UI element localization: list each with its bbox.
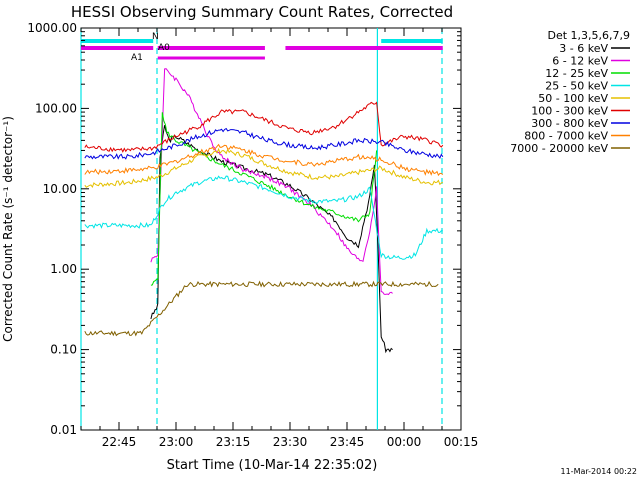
series-line <box>84 280 439 337</box>
legend-label: 300 - 800 keV <box>531 117 608 130</box>
attenuator-dot <box>197 46 201 50</box>
series-line <box>84 147 443 189</box>
instrument-state-layer: N A1 A0 <box>80 28 443 430</box>
legend-label: 50 - 100 keV <box>538 92 608 105</box>
series-line <box>84 143 444 177</box>
state-label: A0 <box>158 43 170 53</box>
y-tick-label: 0.01 <box>50 423 77 437</box>
x-axis-label: Start Time (10-Mar-14 22:35:02) <box>167 458 378 473</box>
state-label: N <box>152 32 159 42</box>
x-tick-label: 22:45 <box>102 435 137 449</box>
legend-label: 12 - 25 keV <box>545 67 608 80</box>
series-line <box>84 175 443 260</box>
y-tick-label: 100.00 <box>35 101 77 115</box>
x-tick-label: 23:00 <box>159 435 194 449</box>
series-layer <box>84 68 444 354</box>
y-axis: 0.01 0.10 1.00 10.00 100.00 1000.00 <box>27 21 461 437</box>
y-tick-label: 10.00 <box>43 182 77 196</box>
state-label: A1 <box>131 53 143 63</box>
y-tick-label: 0.10 <box>50 343 77 357</box>
legend-label: 100 - 300 keV <box>531 105 608 118</box>
y-tick-label: 1000.00 <box>27 21 77 35</box>
legend-label: 25 - 50 keV <box>545 80 608 93</box>
x-tick-label: 23:30 <box>273 435 308 449</box>
timestamp: 11-Mar-2014 00:22 <box>561 467 638 476</box>
series-line <box>150 112 378 286</box>
plot-area <box>80 27 462 431</box>
series-line <box>150 68 393 296</box>
series-line <box>84 127 444 160</box>
x-axis: 22:45 23:00 23:15 23:30 23:45 00:00 00:15 <box>80 28 479 449</box>
x-tick-label: 23:45 <box>330 435 365 449</box>
series-line <box>150 125 393 354</box>
chart-title: HESSI Observing Summary Count Rates, Cor… <box>71 3 453 21</box>
series-line <box>84 101 444 153</box>
x-tick-label: 23:15 <box>216 435 251 449</box>
legend-title: Det 1,3,5,6,7,9 <box>547 29 630 42</box>
x-tick-label: 00:15 <box>444 435 479 449</box>
legend-label: 6 - 12 keV <box>552 55 608 68</box>
y-axis-label: Corrected Count Rate (s⁻¹ detector⁻¹) <box>1 116 15 342</box>
legend-label: 7000 - 20000 keV <box>510 142 608 155</box>
x-tick-label: 00:00 <box>387 435 422 449</box>
legend-label: 3 - 6 keV <box>559 42 608 55</box>
y-tick-label: 1.00 <box>50 262 77 276</box>
legend-label: 800 - 7000 keV <box>524 130 608 143</box>
